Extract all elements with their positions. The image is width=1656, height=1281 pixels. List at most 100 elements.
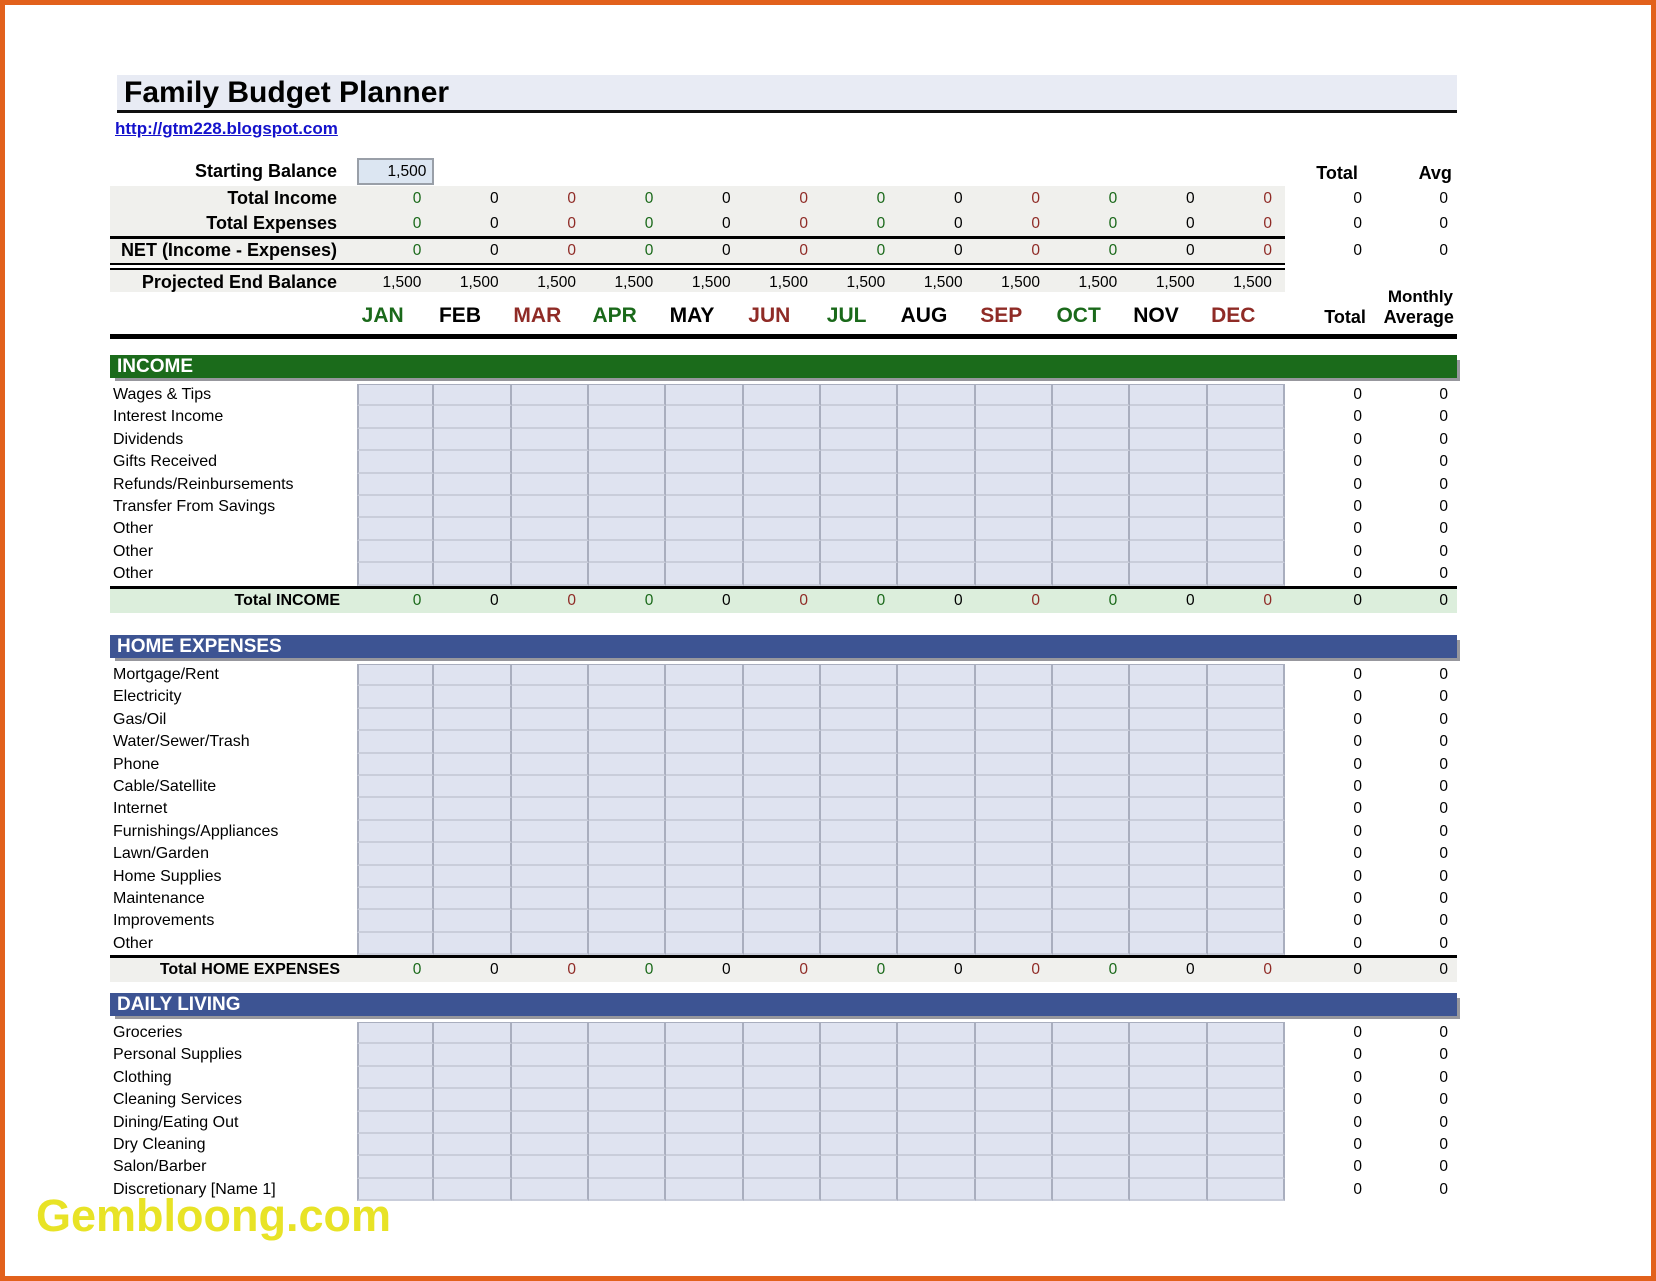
data-cell[interactable] (434, 843, 512, 866)
data-cell[interactable] (1052, 1044, 1131, 1067)
data-cell[interactable] (743, 495, 821, 519)
data-cell[interactable] (666, 664, 744, 687)
data-cell[interactable] (1130, 495, 1208, 519)
data-cell[interactable] (743, 384, 821, 407)
data-cell[interactable] (1130, 753, 1208, 776)
data-cell[interactable] (820, 686, 899, 709)
data-cell[interactable] (1207, 495, 1285, 519)
data-cell[interactable] (1207, 451, 1285, 474)
data-cell[interactable] (1207, 1066, 1285, 1090)
data-cell[interactable] (898, 1044, 976, 1067)
data-cell[interactable] (666, 1133, 744, 1157)
data-cell[interactable] (1130, 540, 1208, 564)
data-cell[interactable] (1052, 473, 1131, 496)
data-cell[interactable] (666, 540, 744, 564)
data-cell[interactable] (975, 865, 1053, 888)
data-cell[interactable] (434, 731, 512, 754)
data-cell[interactable] (1130, 798, 1208, 821)
data-cell[interactable] (898, 1156, 976, 1179)
data-cell[interactable] (588, 775, 667, 799)
data-cell[interactable] (588, 540, 667, 564)
data-cell[interactable] (666, 473, 744, 496)
data-cell[interactable] (511, 798, 589, 821)
data-cell[interactable] (357, 1044, 435, 1067)
data-cell[interactable] (1130, 865, 1208, 888)
data-cell[interactable] (511, 843, 589, 866)
data-cell[interactable] (588, 1156, 667, 1179)
data-cell[interactable] (666, 1156, 744, 1179)
data-cell[interactable] (1207, 932, 1285, 956)
data-cell[interactable] (666, 753, 744, 776)
data-cell[interactable] (434, 1111, 512, 1134)
data-cell[interactable] (1130, 1089, 1208, 1112)
data-cell[interactable] (820, 1156, 899, 1179)
data-cell[interactable] (1052, 428, 1131, 452)
data-cell[interactable] (434, 865, 512, 888)
data-cell[interactable] (743, 887, 821, 911)
data-cell[interactable] (975, 406, 1053, 429)
data-cell[interactable] (357, 518, 435, 541)
data-cell[interactable] (743, 1044, 821, 1067)
data-cell[interactable] (1130, 1066, 1208, 1090)
data-cell[interactable] (743, 664, 821, 687)
data-cell[interactable] (588, 820, 667, 844)
data-cell[interactable] (975, 1022, 1053, 1045)
data-cell[interactable] (357, 1066, 435, 1090)
data-cell[interactable] (511, 753, 589, 776)
data-cell[interactable] (434, 708, 512, 732)
data-cell[interactable] (898, 1133, 976, 1157)
data-cell[interactable] (1207, 1178, 1285, 1202)
data-cell[interactable] (666, 775, 744, 799)
data-cell[interactable] (1052, 731, 1131, 754)
data-cell[interactable] (820, 731, 899, 754)
data-cell[interactable] (357, 1133, 435, 1157)
data-cell[interactable] (666, 887, 744, 911)
data-cell[interactable] (1130, 1022, 1208, 1045)
data-cell[interactable] (975, 428, 1053, 452)
data-cell[interactable] (588, 843, 667, 866)
data-cell[interactable] (1207, 664, 1285, 687)
data-cell[interactable] (1130, 910, 1208, 933)
data-cell[interactable] (1130, 473, 1208, 496)
data-cell[interactable] (1052, 1156, 1131, 1179)
data-cell[interactable] (820, 1089, 899, 1112)
data-cell[interactable] (1130, 887, 1208, 911)
data-cell[interactable] (743, 1133, 821, 1157)
data-cell[interactable] (434, 1156, 512, 1179)
data-cell[interactable] (588, 865, 667, 888)
data-cell[interactable] (975, 798, 1053, 821)
data-cell[interactable] (434, 1133, 512, 1157)
data-cell[interactable] (588, 406, 667, 429)
data-cell[interactable] (511, 563, 589, 586)
data-cell[interactable] (588, 451, 667, 474)
data-cell[interactable] (666, 495, 744, 519)
data-cell[interactable] (511, 932, 589, 956)
data-cell[interactable] (743, 473, 821, 496)
data-cell[interactable] (1130, 843, 1208, 866)
data-cell[interactable] (975, 708, 1053, 732)
data-cell[interactable] (588, 1044, 667, 1067)
data-cell[interactable] (975, 1178, 1053, 1202)
data-cell[interactable] (1207, 910, 1285, 933)
data-cell[interactable] (898, 1066, 976, 1090)
data-cell[interactable] (975, 753, 1053, 776)
data-cell[interactable] (820, 910, 899, 933)
data-cell[interactable] (820, 865, 899, 888)
data-cell[interactable] (1207, 775, 1285, 799)
data-cell[interactable] (588, 753, 667, 776)
data-cell[interactable] (1207, 843, 1285, 866)
data-cell[interactable] (434, 910, 512, 933)
data-cell[interactable] (898, 1178, 976, 1202)
data-cell[interactable] (975, 451, 1053, 474)
data-cell[interactable] (1207, 1089, 1285, 1112)
data-cell[interactable] (820, 753, 899, 776)
data-cell[interactable] (898, 865, 976, 888)
data-cell[interactable] (898, 708, 976, 732)
data-cell[interactable] (975, 932, 1053, 956)
data-cell[interactable] (1207, 1022, 1285, 1045)
data-cell[interactable] (975, 843, 1053, 866)
data-cell[interactable] (743, 428, 821, 452)
data-cell[interactable] (1130, 428, 1208, 452)
data-cell[interactable] (820, 932, 899, 956)
data-cell[interactable] (511, 1178, 589, 1202)
